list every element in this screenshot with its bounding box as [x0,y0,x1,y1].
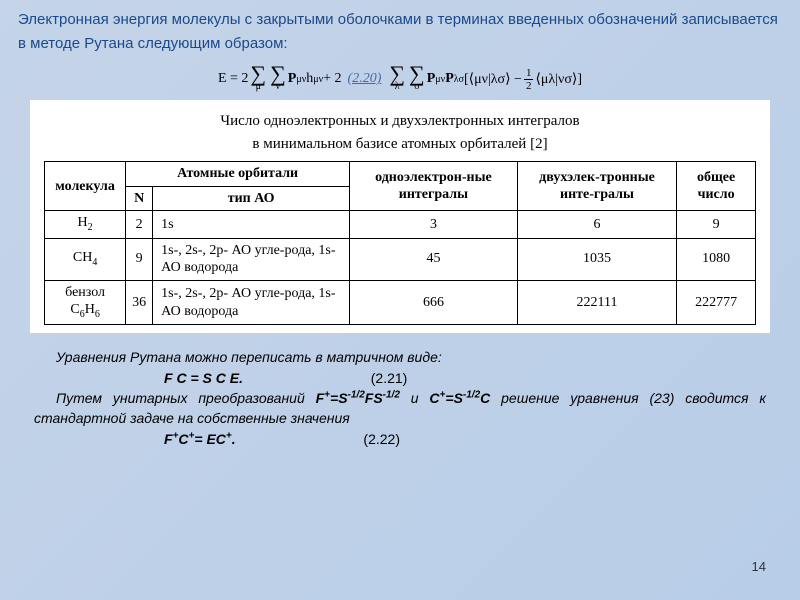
cell-one-electron: 3 [350,211,518,238]
eq-plus: + 2 [323,71,341,87]
eq-P2: P [427,71,436,87]
bottom-text-block: Уравнения Рутана можно переписать в матр… [0,333,800,448]
cell-total: 9 [677,211,756,238]
col-one-electron: одноэлектрон-ные интегралы [350,162,518,211]
eq-P1: P [288,71,297,87]
bottom-line-2: Путем унитарных преобразований F+=S-1/2F… [34,388,766,429]
cell-n: 9 [126,238,153,280]
cell-total: 1080 [677,238,756,280]
integrals-table-card: Число одноэлектронных и двухэлектронных … [30,100,770,333]
table-row: H221s369 [45,211,756,238]
cell-molecule: H2 [45,211,126,238]
integrals-table: молекула Атомные орбитали одноэлектрон-н… [44,161,756,325]
eq-bracket: [⟨μν|λσ⟩ − [464,71,522,88]
sum-mu: ∑μ [250,66,266,92]
eq-half: 1 2 [524,67,534,92]
cell-ao-type: 1s-, 2s-, 2p- АО угле-рода, 1s-АО водоро… [153,280,350,325]
eq21-lhs: F C = S C E. [164,370,243,386]
eq21-number: (2.21) [371,370,408,386]
cell-two-electron: 222111 [517,280,676,325]
eq-lhs: E = 2 [218,71,248,87]
col-n: N [126,186,153,211]
cell-molecule: бензол C6H6 [45,280,126,325]
table-row: бензол C6H6361s-, 2s-, 2p- АО угле-рода,… [45,280,756,325]
intro-text: Электронная энергия молекулы с закрытыми… [0,0,800,60]
cell-molecule: CH4 [45,238,126,280]
cell-total: 222777 [677,280,756,325]
cell-one-electron: 666 [350,280,518,325]
cell-two-electron: 1035 [517,238,676,280]
equation-2-22: F+C+= EC+. (2.22) [34,429,766,449]
eq-P3: P [445,71,454,87]
col-ao: Атомные орбитали [126,162,350,187]
col-molecule: молекула [45,162,126,211]
cell-two-electron: 6 [517,211,676,238]
cell-n: 36 [126,280,153,325]
col-two-electron: двухэлек-тронные инте-гралы [517,162,676,211]
equation-2-20: E = 2 ∑μ ∑ν Pμν hμν + 2 (2.20) ∑λ ∑σ Pμν… [0,60,800,100]
eq-h: h [306,71,313,87]
col-type: тип АО [153,186,350,211]
table-caption: Число одноэлектронных и двухэлектронных … [44,110,756,155]
bottom-line-1: Уравнения Рутана можно переписать в матр… [34,347,766,367]
caption-line-1: Число одноэлектронных и двухэлектронных … [44,110,756,133]
eq-ket: ⟨μλ|νσ⟩] [535,71,582,88]
table-row: CH491s-, 2s-, 2p- АО угле-рода, 1s-АО во… [45,238,756,280]
sum-nu: ∑ν [270,66,286,92]
eq22-number: (2.22) [363,431,400,447]
sum-lambda: ∑λ [389,66,405,92]
cell-n: 2 [126,211,153,238]
sum-sigma: ∑σ [409,66,425,92]
equation-2-21: F C = S C E. (2.21) [34,368,766,388]
cell-ao-type: 1s-, 2s-, 2p- АО угле-рода, 1s-АО водоро… [153,238,350,280]
col-total: общее число [677,162,756,211]
caption-line-2: в минимальном базисе атомных орбиталей [… [44,133,756,156]
cell-one-electron: 45 [350,238,518,280]
cell-ao-type: 1s [153,211,350,238]
page-number: 14 [752,559,766,574]
eq-number-link[interactable]: (2.20) [348,71,382,87]
table-header-row: молекула Атомные орбитали одноэлектрон-н… [45,162,756,187]
